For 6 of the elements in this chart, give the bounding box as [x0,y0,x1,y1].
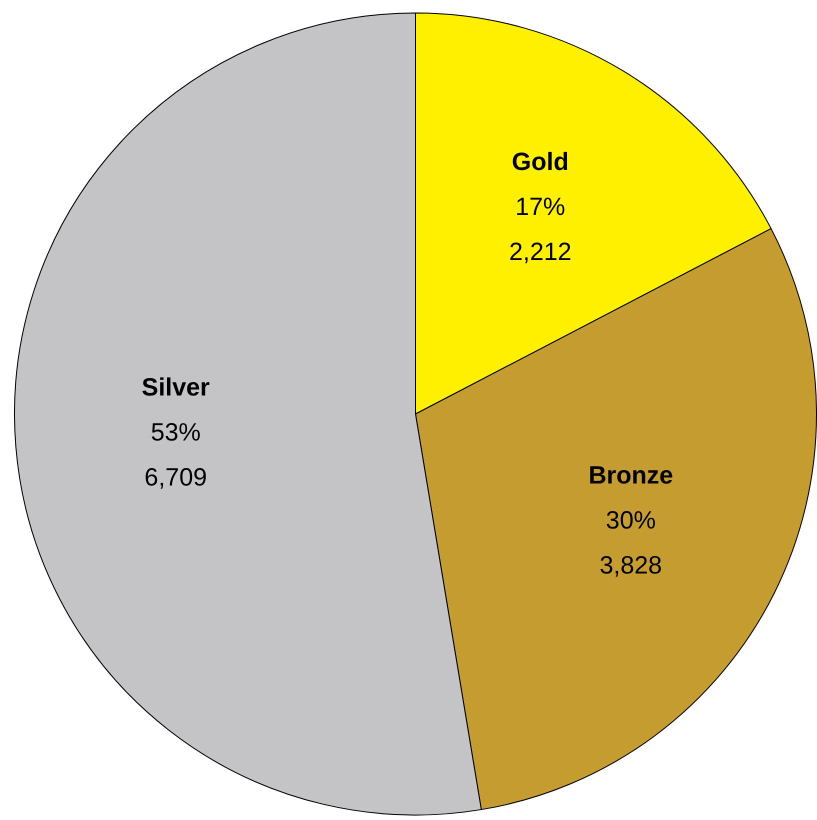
data-label: 17% 2,212 [508,193,572,266]
data-label: 53% 6,709 [144,418,207,492]
slice-label: Bronze [588,461,674,490]
data-label: 30% 3,828 [600,506,662,580]
slice-label: Silver [142,374,210,402]
slice-label: Gold [512,148,569,176]
